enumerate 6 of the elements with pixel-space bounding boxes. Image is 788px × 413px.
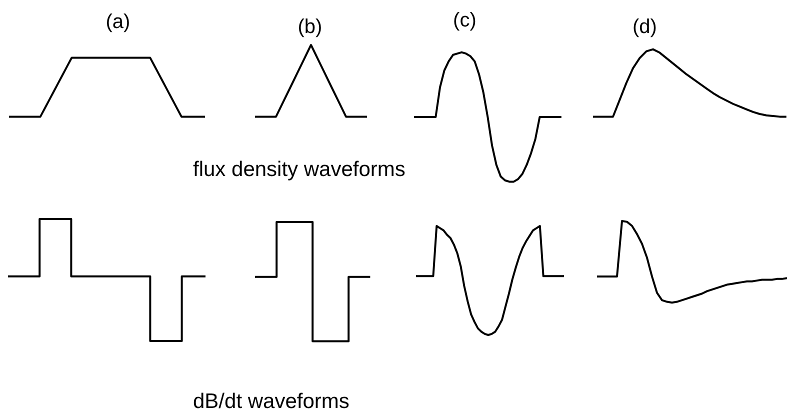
chart-title: (d): [632, 16, 658, 38]
text: flux density waveforms: [193, 158, 406, 181]
chart-title: (a): [106, 10, 130, 33]
chart-title: (b): [298, 16, 322, 38]
chart-title: (c): [453, 10, 477, 32]
text: dB/dt waveforms: [193, 390, 350, 413]
